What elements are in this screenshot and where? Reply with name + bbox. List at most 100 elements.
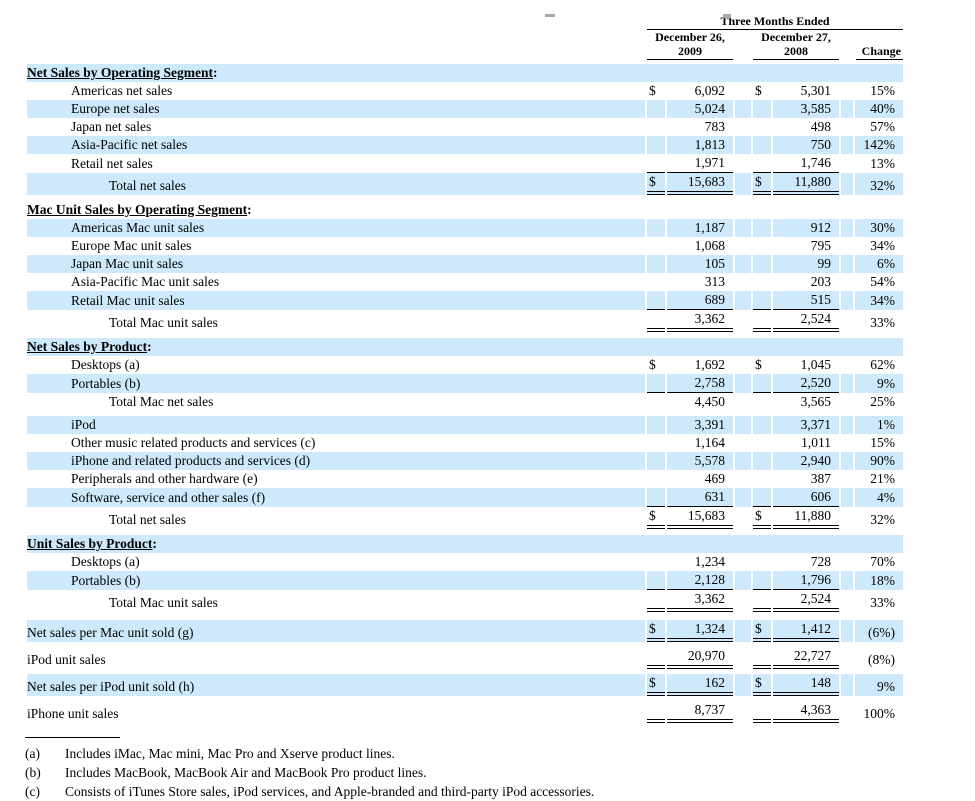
column-gap — [735, 100, 751, 118]
currency-symbol-2008 — [753, 154, 771, 173]
column-gap — [841, 571, 853, 590]
row-label: Asia-Pacific Mac unit sales — [71, 274, 220, 289]
column-gap — [841, 100, 853, 118]
change-value: 15% — [870, 83, 896, 98]
currency-symbol-2009 — [647, 647, 665, 669]
table-row: Asia-Pacific Mac unit sales 313 203 54% — [27, 273, 903, 291]
value-2008: 728 — [810, 554, 831, 569]
spacer-row — [27, 411, 904, 416]
currency-symbol-2008 — [753, 393, 771, 411]
column-gap — [735, 434, 751, 452]
section-header-row: Unit Sales by Product: — [27, 535, 904, 553]
row-label: Americas net sales — [71, 83, 173, 98]
column-gap — [841, 356, 853, 374]
spacer-row — [27, 195, 904, 201]
column-gap — [735, 237, 751, 255]
column-gap — [841, 507, 853, 529]
column-gap — [735, 701, 751, 723]
table-row: Total net sales $15,683 $11,880 32% — [27, 173, 904, 195]
section-title: Unit Sales by Product: — [27, 535, 904, 553]
value-2009: 1,971 — [667, 154, 733, 173]
header-gap — [841, 30, 853, 44]
column-gap — [841, 488, 853, 507]
value-2008: 1,045 — [800, 357, 831, 372]
value-2009: 4,450 — [694, 394, 725, 409]
column-gap — [735, 393, 751, 411]
row-label: Portables (b) — [27, 571, 645, 590]
change-value: 32% — [870, 512, 896, 527]
table-row: iPod unit sales 20,970 22,727 (8%) — [27, 647, 903, 669]
column-gap — [841, 374, 853, 393]
section-title: Net Sales by Operating Segment: — [27, 64, 904, 82]
table-row: Total Mac unit sales 3,362 2,524 33% — [27, 590, 903, 612]
column-gap — [841, 255, 853, 273]
spacer-row — [27, 60, 904, 64]
spacer-cell — [27, 411, 904, 416]
currency-symbol-2009 — [647, 310, 665, 332]
currency-symbol-2008: $ — [753, 507, 771, 529]
financial-table-body: Net Sales by Operating Segment: Americas … — [27, 64, 904, 723]
column-gap — [735, 620, 751, 642]
spacer-row — [27, 332, 904, 338]
footnote-text: Includes MacBook, MacBook Air and MacBoo… — [65, 765, 427, 780]
row-label: iPod unit sales — [27, 652, 106, 667]
change-value: 9% — [855, 374, 904, 393]
table-row: Asia-Pacific net sales 1,813 750 142% — [27, 136, 904, 154]
change-value: 142% — [855, 136, 904, 154]
value-2009: 2,758 — [667, 374, 733, 393]
row-label: iPhone and related products and services… — [27, 452, 645, 470]
currency-symbol-2008: $ — [753, 674, 771, 696]
row-label: Americas Mac unit sales — [27, 219, 645, 237]
currency-symbol-2008 — [753, 237, 771, 255]
value-2008: 203 — [810, 274, 831, 289]
value-2009: 3,362 — [667, 590, 733, 612]
change-column-header: Change — [855, 44, 904, 60]
header-empty-cell — [27, 14, 645, 30]
table-row: Desktops (a) $1,692 $1,045 62% — [27, 356, 903, 374]
column-gap — [735, 82, 751, 100]
spacer-cell — [27, 332, 904, 338]
currency-symbol-2008 — [753, 452, 771, 470]
value-2008: 498 — [810, 119, 831, 134]
header-empty-cell — [27, 44, 645, 60]
table-row: Retail net sales 1,971 1,746 13% — [27, 154, 903, 173]
section-title-text: Mac Unit Sales by Operating Segment — [27, 202, 248, 217]
currency-symbol-2009 — [647, 273, 665, 291]
column-gap — [735, 416, 751, 434]
financial-summary-table: Three Months Ended December 26, December… — [25, 14, 905, 723]
column-gap — [735, 590, 751, 612]
table-row: Europe net sales 5,024 3,585 40% — [27, 100, 904, 118]
value-2008: 606 — [773, 488, 839, 507]
change-value: 100% — [863, 706, 896, 721]
currency-symbol-2009 — [647, 255, 665, 273]
currency-symbol-2009 — [647, 154, 665, 173]
change-value: 1% — [855, 416, 904, 434]
column-gap — [735, 219, 751, 237]
table-row: Europe Mac unit sales 1,068 795 34% — [27, 237, 903, 255]
column-gap — [735, 553, 751, 571]
financial-report-page: { "header": { "period_label": "Three Mon… — [0, 14, 975, 799]
column-header-2009-line1: December 26, — [647, 30, 733, 44]
column-gap — [841, 701, 853, 723]
table-row: iPhone unit sales 8,737 4,363 100% — [27, 701, 903, 723]
value-2009: 469 — [704, 471, 725, 486]
value-2008: 5,301 — [800, 83, 831, 98]
column-gap — [735, 374, 751, 393]
cropped-text-artifact — [723, 14, 731, 18]
table-row: iPod 3,391 3,371 1% — [27, 416, 904, 434]
table-row: Portables (b) 2,128 1,796 18% — [27, 571, 904, 590]
change-value: 33% — [870, 595, 896, 610]
column-gap — [841, 173, 853, 195]
footnote-text: Includes iMac, Mac mini, Mac Pro and Xse… — [65, 746, 395, 761]
currency-symbol-2009 — [647, 488, 665, 507]
currency-symbol-2009 — [647, 470, 665, 488]
footnote-text: Consists of iTunes Store sales, iPod ser… — [65, 784, 595, 799]
column-gap — [841, 393, 853, 411]
value-2009: 6,092 — [694, 83, 725, 98]
row-label: iPhone unit sales — [27, 706, 119, 721]
footnote-mark: (c) — [25, 784, 40, 799]
change-value: (8%) — [868, 652, 896, 667]
table-row: Americas net sales $6,092 $5,301 15% — [27, 82, 903, 100]
section-title: Mac Unit Sales by Operating Segment: — [27, 202, 252, 217]
footnote-mark: (b) — [25, 765, 41, 780]
